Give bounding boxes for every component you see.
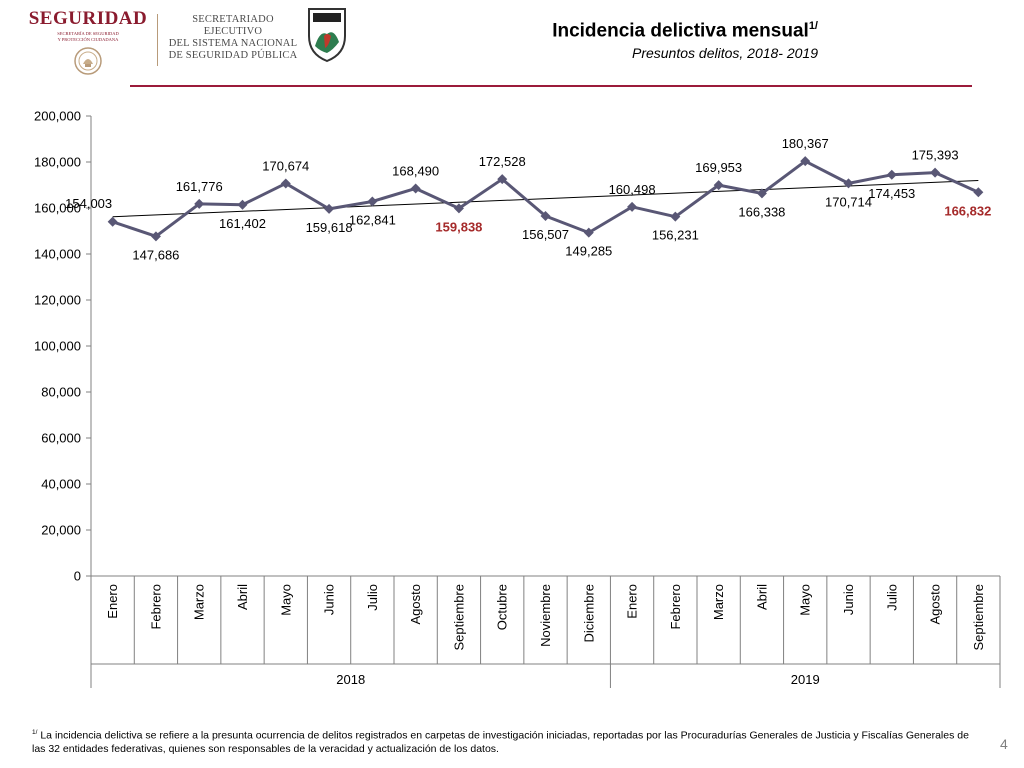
- x-tick-label: Agosto: [928, 584, 943, 624]
- brand-subtitle-1: SECRETARÍA DE SEGURIDAD: [57, 31, 119, 36]
- data-label: 159,838: [435, 219, 482, 234]
- x-tick-label: Junio: [322, 584, 337, 615]
- data-label: 161,776: [176, 179, 223, 194]
- footnote-mark: 1/: [32, 729, 38, 736]
- y-tick-label: 60,000: [41, 431, 81, 446]
- data-label: 154,003: [65, 196, 112, 211]
- secretariado-shield-icon: [308, 8, 346, 63]
- data-label: 161,402: [219, 216, 266, 231]
- x-group-label: 2018: [336, 672, 365, 687]
- data-label: 170,714: [825, 194, 872, 209]
- x-tick-label: Agosto: [408, 584, 423, 624]
- y-tick-label: 160,000: [34, 201, 81, 216]
- series-point: [410, 183, 421, 194]
- series-point: [627, 201, 638, 212]
- series-point: [194, 198, 205, 209]
- footnote: 1/ La incidencia delictiva se refiere a …: [32, 726, 972, 757]
- y-tick-label: 200,000: [34, 109, 81, 124]
- data-label: 166,832: [944, 203, 991, 218]
- secretariado-line-3: DE SEGURIDAD PÚBLICA: [168, 50, 298, 61]
- x-tick-label: Mayo: [798, 584, 813, 616]
- page-number: 4: [1000, 736, 1008, 752]
- chart-title-text: Incidencia delictiva mensual: [552, 20, 809, 42]
- x-tick-label: Noviembre: [538, 584, 553, 647]
- series-point: [583, 227, 594, 238]
- data-label: 156,231: [652, 228, 699, 243]
- series-point: [367, 196, 378, 207]
- series-point: [497, 174, 508, 185]
- x-tick-label: Febrero: [668, 584, 683, 630]
- x-tick-label: Septiembre: [971, 584, 986, 650]
- chart-title: Incidencia delictiva mensual1/: [552, 20, 818, 42]
- series-point: [150, 231, 161, 242]
- series-point: [453, 203, 464, 214]
- y-tick-label: 120,000: [34, 293, 81, 308]
- x-tick-label: Marzo: [192, 584, 207, 620]
- y-tick-label: 140,000: [34, 247, 81, 262]
- title-rule: [130, 85, 972, 87]
- secretariado-line-2: DEL SISTEMA NACIONAL: [168, 38, 298, 49]
- x-tick-label: Diciembre: [581, 584, 596, 643]
- seguridad-logo: SEGURIDAD SECRETARÍA DE SEGURIDAD Y PROT…: [28, 8, 148, 76]
- x-tick-label: Marzo: [711, 584, 726, 620]
- secretariado-line-1: SECRETARIADO EJECUTIVO: [192, 14, 274, 37]
- data-label: 180,367: [782, 136, 829, 151]
- series-point: [280, 178, 291, 189]
- series-point: [973, 187, 984, 198]
- data-label: 160,498: [609, 182, 656, 197]
- series-point: [237, 199, 248, 210]
- y-tick-label: 100,000: [34, 339, 81, 354]
- data-label: 156,507: [522, 227, 569, 242]
- x-tick-label: Octubre: [495, 584, 510, 630]
- x-tick-label: Enero: [625, 584, 640, 619]
- chart-title-block: Incidencia delictiva mensual1/ Presuntos…: [552, 20, 818, 61]
- series-point: [843, 178, 854, 189]
- series-point: [930, 167, 941, 178]
- x-tick-label: Abril: [754, 584, 769, 610]
- series-point: [107, 216, 118, 227]
- y-tick-label: 180,000: [34, 155, 81, 170]
- x-tick-label: Junio: [841, 584, 856, 615]
- y-tick-label: 80,000: [41, 385, 81, 400]
- series-point: [800, 156, 811, 167]
- data-label: 166,338: [738, 204, 785, 219]
- brand-subtitle-2: Y PROTECCIÓN CIUDADANA: [57, 37, 119, 42]
- y-tick-label: 0: [74, 569, 81, 584]
- x-tick-label: Julio: [365, 584, 380, 611]
- brand-wordmark: SEGURIDAD: [28, 8, 148, 29]
- data-label: 170,674: [262, 158, 309, 173]
- data-label: 169,953: [695, 160, 742, 175]
- y-tick-label: 20,000: [41, 523, 81, 538]
- x-tick-label: Julio: [884, 584, 899, 611]
- series-point: [886, 169, 897, 180]
- data-label: 162,841: [349, 212, 396, 227]
- data-label: 168,490: [392, 163, 439, 178]
- x-tick-label: Enero: [105, 584, 120, 619]
- x-tick-label: Mayo: [278, 584, 293, 616]
- chart-title-footnote-mark: 1/: [808, 20, 818, 32]
- x-tick-label: Septiembre: [451, 584, 466, 650]
- chart-subtitle: Presuntos delitos, 2018- 2019: [631, 45, 818, 62]
- series-point: [713, 180, 724, 191]
- header-divider: [157, 14, 158, 66]
- series-point: [540, 211, 551, 222]
- data-label: 159,618: [306, 220, 353, 235]
- data-label: 147,686: [132, 247, 179, 262]
- series-trendline: [112, 180, 979, 218]
- y-tick-label: 40,000: [41, 477, 81, 492]
- series-point: [324, 203, 335, 214]
- x-tick-label: Abril: [235, 584, 250, 610]
- x-tick-label: Febrero: [148, 584, 163, 630]
- data-label: 175,393: [912, 148, 959, 163]
- x-group-label: 2019: [791, 672, 820, 687]
- data-label: 149,285: [565, 244, 612, 259]
- data-label: 174,453: [868, 186, 915, 201]
- series-point: [670, 211, 681, 222]
- secretariado-logo: SECRETARIADO EJECUTIVO DEL SISTEMA NACIO…: [168, 14, 298, 62]
- footnote-text: La incidencia delictiva se refiere a la …: [32, 729, 969, 756]
- series-point: [756, 188, 767, 199]
- national-emblem-icon: [74, 47, 102, 75]
- data-label: 172,528: [479, 154, 526, 169]
